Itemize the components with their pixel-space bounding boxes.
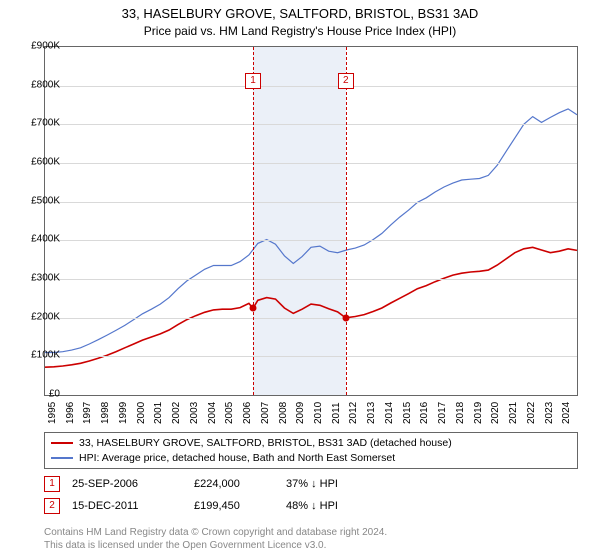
sale-marker: 1 (245, 73, 261, 89)
x-axis-label: 2009 (295, 402, 306, 424)
y-axis-label: £0 (20, 389, 60, 400)
chart-subtitle: Price paid vs. HM Land Registry's House … (0, 23, 600, 38)
sale-price: £224,000 (194, 478, 274, 490)
x-axis-label: 2001 (153, 402, 164, 424)
legend-swatch (51, 442, 73, 444)
legend-item: 33, HASELBURY GROVE, SALTFORD, BRISTOL, … (51, 436, 571, 451)
x-axis-label: 2003 (189, 402, 200, 424)
x-axis-label: 2005 (224, 402, 235, 424)
legend-label: 33, HASELBURY GROVE, SALTFORD, BRISTOL, … (79, 436, 452, 451)
x-axis-label: 2020 (490, 402, 501, 424)
x-axis-label: 1997 (82, 402, 93, 424)
sale-table: 1 25-SEP-2006 £224,000 37% HPI 2 15-DEC-… (44, 476, 338, 520)
y-axis-label: £900K (20, 41, 60, 52)
legend-swatch (51, 457, 73, 459)
sale-pct: 48% HPI (286, 500, 338, 512)
x-axis-label: 2006 (242, 402, 253, 424)
sale-date: 15-DEC-2011 (72, 500, 182, 512)
gridline (45, 124, 577, 125)
x-axis-label: 2024 (561, 402, 572, 424)
x-axis-label: 2019 (473, 402, 484, 424)
y-axis-label: £200K (20, 311, 60, 322)
gridline (45, 356, 577, 357)
legend-item: HPI: Average price, detached house, Bath… (51, 451, 571, 466)
x-axis-label: 2017 (437, 402, 448, 424)
x-axis-label: 2002 (171, 402, 182, 424)
x-axis-label: 2013 (366, 402, 377, 424)
x-axis-label: 2018 (455, 402, 466, 424)
x-axis-label: 2004 (207, 402, 218, 424)
x-axis-label: 2007 (260, 402, 271, 424)
series-line-hpi (45, 109, 577, 353)
sale-marker: 2 (338, 73, 354, 89)
x-axis-label: 1995 (47, 402, 58, 424)
footer-attribution: Contains HM Land Registry data © Crown c… (44, 527, 387, 552)
x-axis-label: 2023 (544, 402, 555, 424)
sale-vertical-line (253, 47, 254, 395)
sale-pct: 37% HPI (286, 478, 338, 490)
x-axis-label: 2014 (384, 402, 395, 424)
x-axis-label: 1998 (100, 402, 111, 424)
y-axis-label: £800K (20, 79, 60, 90)
footer-line: This data is licensed under the Open Gov… (44, 540, 387, 553)
gridline (45, 202, 577, 203)
sale-date: 25-SEP-2006 (72, 478, 182, 490)
sale-dot (250, 305, 257, 312)
down-arrow-icon (311, 500, 317, 512)
gridline (45, 318, 577, 319)
legend-label: HPI: Average price, detached house, Bath… (79, 451, 395, 466)
x-axis-label: 2000 (136, 402, 147, 424)
sale-marker-box: 1 (44, 476, 60, 492)
chart-lines (45, 47, 577, 395)
x-axis-label: 2022 (526, 402, 537, 424)
sale-marker-box: 2 (44, 498, 60, 514)
footer-line: Contains HM Land Registry data © Crown c… (44, 527, 387, 540)
x-axis-label: 2015 (402, 402, 413, 424)
x-axis-label: 2010 (313, 402, 324, 424)
y-axis-label: £300K (20, 273, 60, 284)
gridline (45, 86, 577, 87)
chart-legend: 33, HASELBURY GROVE, SALTFORD, BRISTOL, … (44, 432, 578, 469)
series-line-price_paid (45, 247, 577, 367)
x-axis-label: 2008 (278, 402, 289, 424)
x-axis-label: 2011 (331, 402, 342, 424)
gridline (45, 240, 577, 241)
x-axis-label: 2021 (508, 402, 519, 424)
x-axis-label: 1996 (65, 402, 76, 424)
sale-row: 1 25-SEP-2006 £224,000 37% HPI (44, 476, 338, 492)
chart-plot-area: 12 (44, 46, 578, 396)
gridline (45, 279, 577, 280)
sale-dot (342, 314, 349, 321)
sale-vertical-line (346, 47, 347, 395)
y-axis-label: £700K (20, 118, 60, 129)
gridline (45, 163, 577, 164)
y-axis-label: £500K (20, 195, 60, 206)
x-axis-label: 2016 (419, 402, 430, 424)
y-axis-label: £400K (20, 234, 60, 245)
x-axis-label: 2012 (348, 402, 359, 424)
sale-row: 2 15-DEC-2011 £199,450 48% HPI (44, 498, 338, 514)
y-axis-label: £100K (20, 350, 60, 361)
y-axis-label: £600K (20, 157, 60, 168)
chart-title: 33, HASELBURY GROVE, SALTFORD, BRISTOL, … (0, 0, 600, 23)
x-axis-label: 1999 (118, 402, 129, 424)
sale-price: £199,450 (194, 500, 274, 512)
down-arrow-icon (311, 478, 317, 490)
